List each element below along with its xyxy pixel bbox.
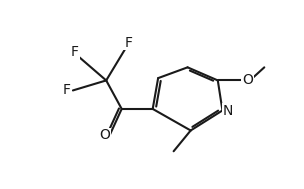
Text: F: F xyxy=(71,45,79,59)
Text: F: F xyxy=(124,36,132,50)
Text: O: O xyxy=(99,129,110,143)
Text: N: N xyxy=(223,104,233,118)
Text: F: F xyxy=(63,83,71,98)
Text: O: O xyxy=(242,74,253,88)
